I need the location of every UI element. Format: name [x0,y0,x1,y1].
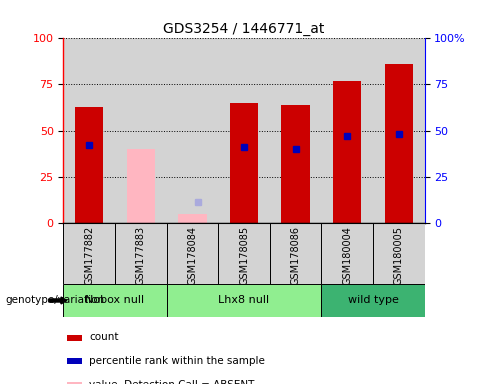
Text: wild type: wild type [347,295,398,306]
Bar [322,223,373,284]
Text: GSM177883: GSM177883 [136,226,146,285]
Bar [115,223,166,284]
Bar [218,38,270,223]
Bar [373,223,425,284]
Bar [166,223,218,284]
Text: GSM178084: GSM178084 [187,226,198,285]
Text: GSM178085: GSM178085 [239,226,249,285]
Bar [178,214,206,223]
Bar [67,358,82,364]
Bar [322,284,425,317]
Text: percentile rank within the sample: percentile rank within the sample [89,356,265,366]
Bar [333,81,362,223]
Text: GSM177882: GSM177882 [84,226,94,285]
Bar [282,105,310,223]
Bar [127,149,155,223]
Bar [270,38,322,223]
Text: GSM178086: GSM178086 [290,226,301,285]
Title: GDS3254 / 1446771_at: GDS3254 / 1446771_at [163,22,325,36]
Text: GSM180005: GSM180005 [394,226,404,285]
Bar [385,64,413,223]
Bar [230,103,258,223]
Text: Nobox null: Nobox null [85,295,144,306]
Bar [166,38,218,223]
Bar [115,38,166,223]
Bar [270,223,322,284]
Bar [67,335,82,341]
Bar [67,382,82,384]
Text: count: count [89,333,119,343]
Bar [373,38,425,223]
Text: genotype/variation: genotype/variation [5,295,104,306]
Bar [322,38,373,223]
Bar [166,284,322,317]
Text: GSM180004: GSM180004 [342,226,352,285]
Bar [63,38,115,223]
Text: Lhx8 null: Lhx8 null [219,295,269,306]
Text: value, Detection Call = ABSENT: value, Detection Call = ABSENT [89,380,255,384]
Bar [63,223,115,284]
Bar [75,107,103,223]
Bar [218,223,270,284]
Bar [63,284,166,317]
